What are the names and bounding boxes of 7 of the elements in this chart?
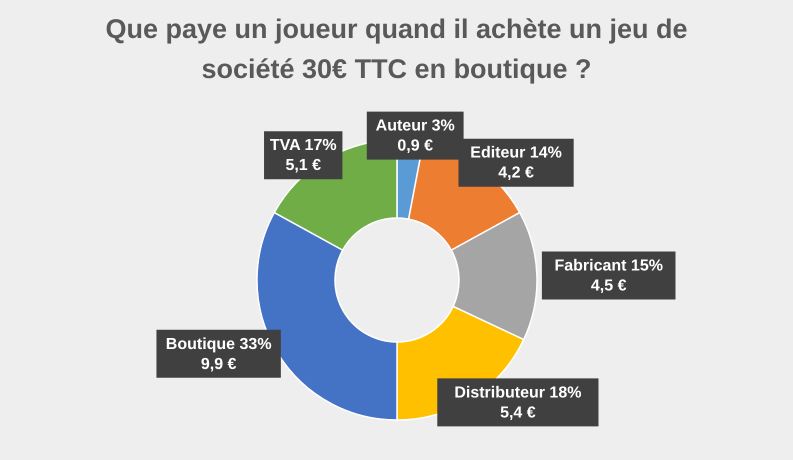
slice-label: Fabricant 15% 4,5 €: [554, 257, 663, 294]
slice-label: Distributeur 18% 5,4 €: [454, 384, 582, 422]
slice-label: Editeur 14% 4,2 €: [470, 144, 562, 182]
slice-label: Auteur 3% 0,9 €: [376, 118, 455, 155]
chart-title: Que paye un joueur quand il achète un jeu de société 30€ TTC en boutique ?: [105, 14, 688, 84]
slice-label: TVA 17% 5,1 €: [270, 137, 337, 174]
slice-label: Boutique 33% 9,9 €: [166, 336, 272, 373]
